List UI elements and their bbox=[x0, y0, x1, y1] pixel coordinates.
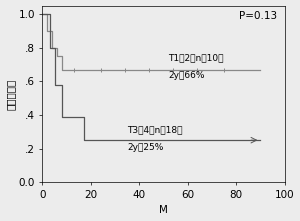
Text: 2y：66%: 2y：66% bbox=[168, 71, 205, 80]
X-axis label: M: M bbox=[159, 206, 168, 215]
Text: 2y：25%: 2y：25% bbox=[127, 143, 164, 152]
Y-axis label: 局所制御率: 局所制御率 bbox=[6, 78, 16, 110]
Text: T3～4（n＝18）: T3～4（n＝18） bbox=[127, 126, 183, 135]
Text: T1～2（n＝10）: T1～2（n＝10） bbox=[168, 53, 224, 62]
Text: P=0.13: P=0.13 bbox=[239, 11, 278, 21]
